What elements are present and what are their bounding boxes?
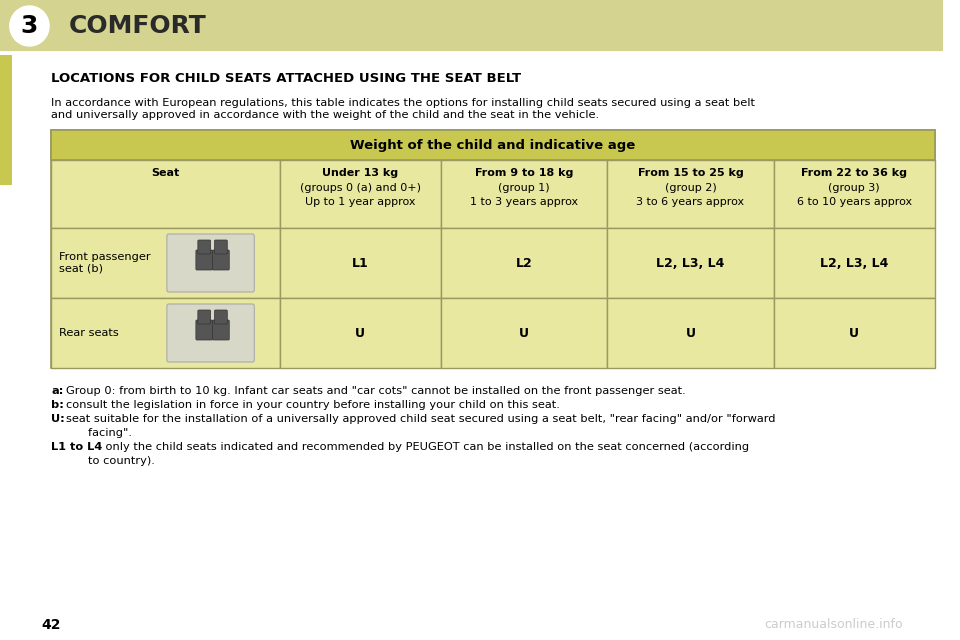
FancyBboxPatch shape: [167, 304, 254, 362]
FancyBboxPatch shape: [0, 55, 12, 185]
Text: U: U: [355, 326, 366, 339]
FancyBboxPatch shape: [279, 228, 441, 298]
FancyBboxPatch shape: [212, 250, 229, 270]
Text: L2: L2: [516, 257, 533, 269]
Text: (group 1): (group 1): [498, 183, 550, 193]
Text: U:: U:: [51, 414, 65, 424]
FancyBboxPatch shape: [214, 240, 228, 254]
Text: : only the child seats indicated and recommended by PEUGEOT can be installed on : : only the child seats indicated and rec…: [98, 442, 750, 452]
Text: Rear seats: Rear seats: [59, 328, 119, 338]
Text: 3 to 6 years approx: 3 to 6 years approx: [636, 197, 744, 207]
Text: (group 3): (group 3): [828, 183, 880, 193]
Text: From 15 to 25 kg: From 15 to 25 kg: [637, 168, 743, 178]
Text: Group 0: from birth to 10 kg. Infant car seats and "car cots" cannot be installe: Group 0: from birth to 10 kg. Infant car…: [66, 386, 685, 396]
FancyBboxPatch shape: [608, 228, 774, 298]
Text: U: U: [519, 326, 529, 339]
Text: 42: 42: [41, 618, 60, 632]
Text: In accordance with European regulations, this table indicates the options for in: In accordance with European regulations,…: [51, 98, 756, 108]
Text: and universally approved in accordance with the weight of the child and the seat: and universally approved in accordance w…: [51, 110, 599, 120]
Text: b:: b:: [51, 400, 64, 410]
FancyBboxPatch shape: [279, 160, 441, 228]
Text: (group 2): (group 2): [664, 183, 716, 193]
FancyBboxPatch shape: [51, 130, 935, 160]
FancyBboxPatch shape: [51, 160, 279, 228]
FancyBboxPatch shape: [196, 250, 212, 270]
FancyBboxPatch shape: [198, 310, 210, 324]
Text: Weight of the child and indicative age: Weight of the child and indicative age: [350, 138, 636, 152]
FancyBboxPatch shape: [198, 240, 210, 254]
FancyBboxPatch shape: [212, 320, 229, 340]
FancyBboxPatch shape: [0, 0, 943, 52]
FancyBboxPatch shape: [441, 298, 608, 368]
Text: seat suitable for the installation of a universally approved child seat secured : seat suitable for the installation of a …: [66, 414, 776, 424]
Text: facing".: facing".: [59, 428, 132, 438]
Text: 3: 3: [21, 14, 38, 38]
Text: U: U: [850, 326, 859, 339]
Text: consult the legislation in force in your country before installing your child on: consult the legislation in force in your…: [66, 400, 560, 410]
Text: L1: L1: [352, 257, 369, 269]
FancyBboxPatch shape: [51, 130, 935, 368]
FancyBboxPatch shape: [608, 160, 774, 228]
Text: Under 13 kg: Under 13 kg: [323, 168, 398, 178]
Text: 1 to 3 years approx: 1 to 3 years approx: [470, 197, 578, 207]
FancyBboxPatch shape: [441, 228, 608, 298]
Text: carmanualsonline.info: carmanualsonline.info: [765, 618, 903, 632]
Text: From 9 to 18 kg: From 9 to 18 kg: [475, 168, 573, 178]
FancyBboxPatch shape: [441, 160, 608, 228]
Text: (groups 0 (a) and 0+): (groups 0 (a) and 0+): [300, 183, 420, 193]
Text: to country).: to country).: [59, 456, 155, 466]
Text: 6 to 10 years approx: 6 to 10 years approx: [797, 197, 912, 207]
Text: L2, L3, L4: L2, L3, L4: [657, 257, 725, 269]
Text: Front passenger
seat (b): Front passenger seat (b): [59, 252, 151, 274]
FancyBboxPatch shape: [279, 298, 441, 368]
FancyBboxPatch shape: [51, 298, 279, 368]
FancyBboxPatch shape: [774, 160, 935, 228]
FancyBboxPatch shape: [214, 310, 228, 324]
Circle shape: [10, 6, 49, 46]
Text: COMFORT: COMFORT: [69, 14, 206, 38]
FancyBboxPatch shape: [608, 298, 774, 368]
Text: LOCATIONS FOR CHILD SEATS ATTACHED USING THE SEAT BELT: LOCATIONS FOR CHILD SEATS ATTACHED USING…: [51, 72, 521, 84]
Text: Seat: Seat: [152, 168, 180, 178]
FancyBboxPatch shape: [774, 228, 935, 298]
Text: Up to 1 year approx: Up to 1 year approx: [305, 197, 416, 207]
FancyBboxPatch shape: [196, 320, 212, 340]
Text: From 22 to 36 kg: From 22 to 36 kg: [802, 168, 907, 178]
Text: a:: a:: [51, 386, 63, 396]
Text: L1 to L4: L1 to L4: [51, 442, 103, 452]
FancyBboxPatch shape: [51, 228, 279, 298]
Text: L2, L3, L4: L2, L3, L4: [820, 257, 888, 269]
Text: U: U: [685, 326, 695, 339]
FancyBboxPatch shape: [167, 234, 254, 292]
FancyBboxPatch shape: [774, 298, 935, 368]
